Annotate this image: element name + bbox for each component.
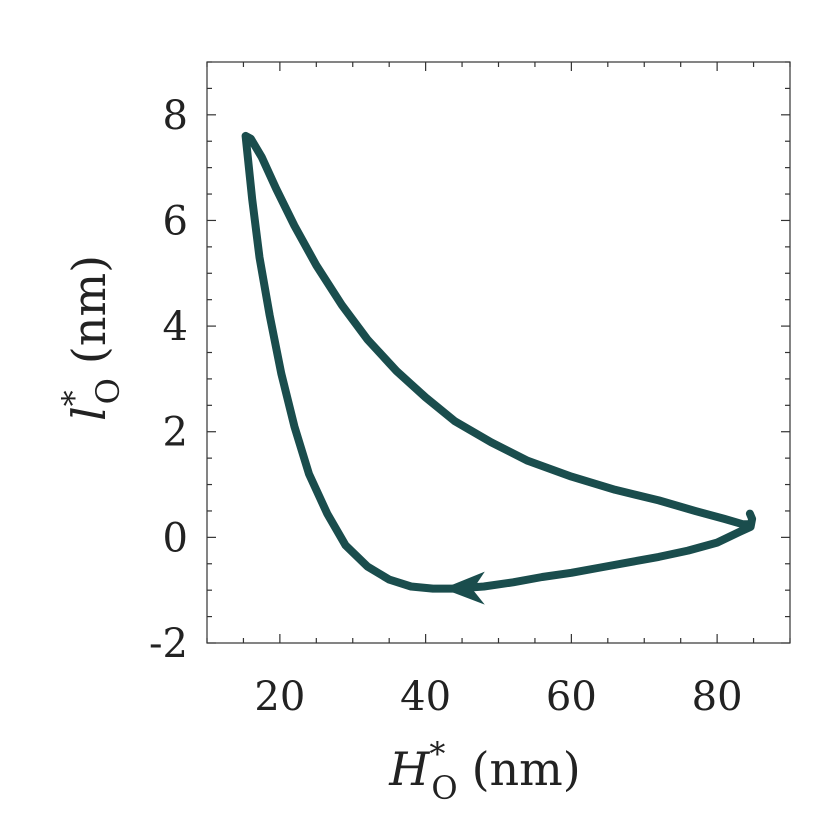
y-tick-label: 6	[163, 198, 188, 244]
x-axis-label: H* O (nm)	[388, 735, 581, 807]
y-tick-label: 4	[163, 304, 188, 350]
axis-ticks	[206, 61, 791, 644]
y-tick-label: 8	[163, 93, 188, 139]
y-axis-label: l*O(nm)	[55, 255, 127, 421]
y-tick-label: 2	[163, 410, 188, 456]
x-tick-label: 60	[546, 674, 597, 720]
series-line	[241, 131, 757, 593]
tick-labels: 20 40 60 80 -2 0 2 4 6 8	[149, 93, 743, 720]
y-tick-label: -2	[149, 621, 188, 667]
plot-frame	[206, 61, 791, 644]
direction-arrow	[442, 571, 485, 605]
y-tick-label: 0	[163, 515, 188, 561]
x-tick-label: 20	[254, 674, 305, 720]
x-tick-label: 40	[400, 674, 451, 720]
x-tick-label: 80	[692, 674, 743, 720]
